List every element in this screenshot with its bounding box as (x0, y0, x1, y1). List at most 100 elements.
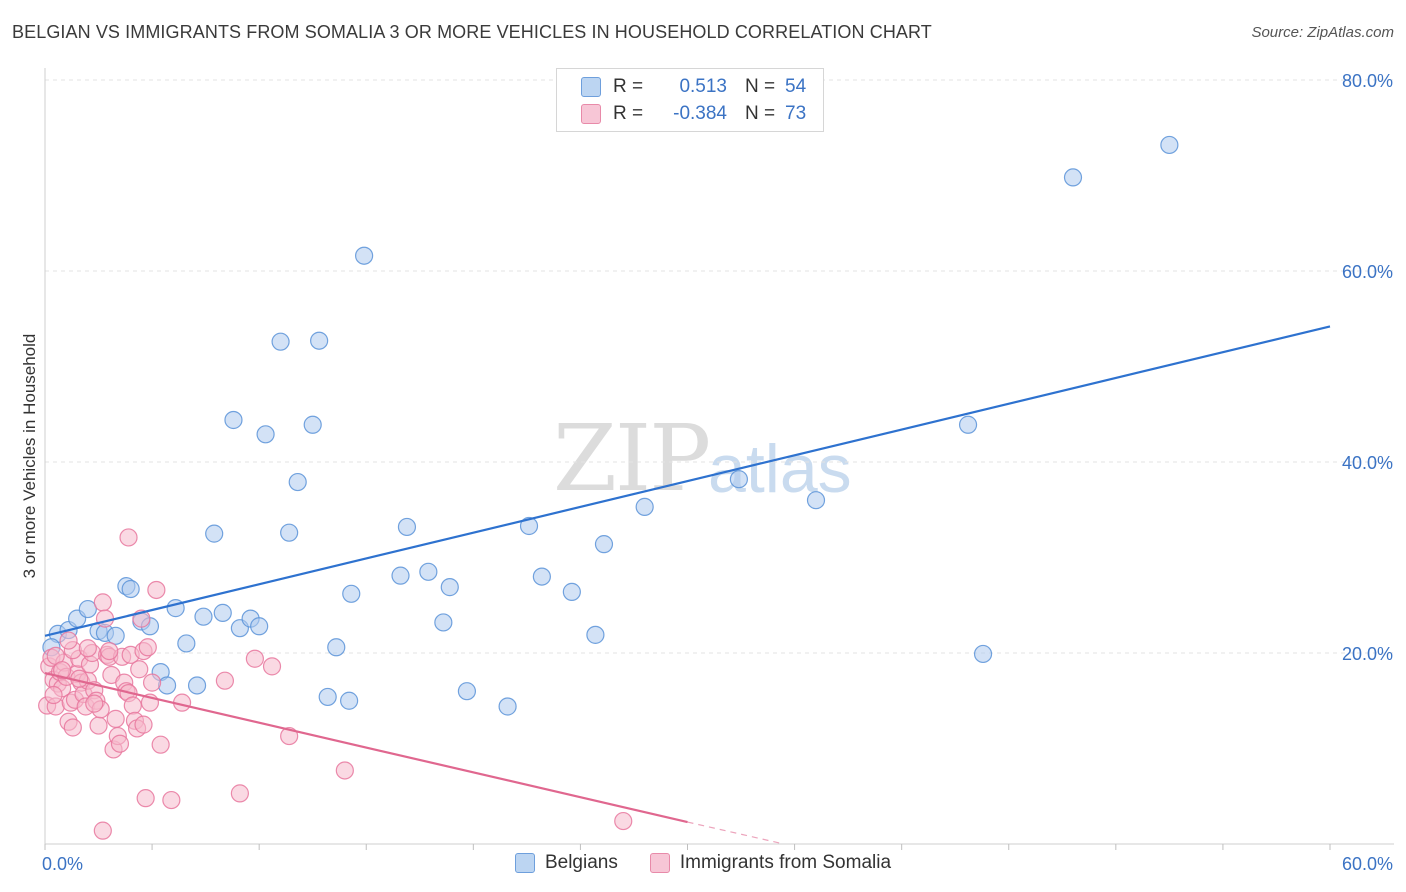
belgians-point (250, 617, 269, 636)
belgians-point (78, 599, 97, 619)
belgians-point (586, 625, 605, 644)
belgians-point (594, 535, 614, 554)
belgians-point (288, 472, 307, 492)
belgians-point (397, 517, 417, 537)
n-value: 54 (785, 76, 807, 97)
somalia-point (44, 685, 63, 705)
somalia-point (110, 734, 130, 753)
belgians-point (194, 607, 213, 626)
belgians-point (519, 516, 539, 536)
belgians-point (391, 566, 410, 585)
x-tick-label: 60.0% (1342, 854, 1393, 874)
n-value: 73 (785, 103, 807, 124)
n-label: N = (745, 76, 776, 97)
somalia-point (85, 694, 104, 713)
source-label: Source: ZipAtlas.com (1251, 24, 1394, 41)
belgians-point (635, 497, 654, 516)
belgians-point (1160, 135, 1179, 155)
belgians-point (310, 331, 329, 350)
belgians-point (958, 415, 978, 434)
legend-item-somalia[interactable]: Immigrants from Somalia (649, 852, 892, 874)
belgians-swatch (581, 77, 601, 97)
belgians-point (280, 523, 299, 542)
belgians-point (318, 687, 337, 707)
belgians-trend-line (44, 325, 1331, 637)
somalia-point (93, 821, 112, 840)
belgians-swatch (514, 853, 535, 873)
x-tick-label: 0.0% (42, 854, 83, 874)
y-tick-label: 80.0% (1342, 71, 1393, 91)
somalia-point (59, 631, 78, 650)
belgians-point (562, 582, 581, 601)
somalia-point (136, 789, 155, 808)
belgians-point (806, 491, 826, 510)
somalia-trend-line (44, 671, 688, 824)
n-label: N = (745, 103, 776, 124)
belgians-point (157, 676, 177, 695)
belgians-point (187, 676, 207, 695)
somalia-point (262, 657, 282, 676)
belgians-point (271, 332, 290, 351)
somalia-point (162, 790, 181, 810)
somalia-swatch (581, 104, 601, 124)
somalia-point (147, 580, 166, 600)
belgians-point (205, 524, 224, 543)
somalia-swatch (649, 853, 670, 873)
correlation-legend: R = 0.513 N = 54 R = -0.384 N = 73 (556, 68, 824, 132)
somalia-point (335, 761, 354, 780)
belgians-point (419, 562, 438, 581)
legend-row-belgians: R = 0.513 N = 54 (581, 74, 806, 100)
legend-label-belgians: Belgians (544, 852, 618, 873)
belgians-point (256, 425, 275, 444)
somalia-point (119, 528, 138, 547)
belgians-point (224, 410, 243, 430)
somalia-point (138, 638, 157, 657)
y-tick-label: 40.0% (1342, 453, 1393, 473)
belgians-point (177, 634, 196, 653)
belgians-point (106, 626, 125, 645)
somalia-point (89, 716, 108, 735)
watermark-atlas: atlas (708, 431, 852, 507)
belgians-point (327, 638, 346, 657)
r-value: 0.513 (679, 76, 727, 97)
somalia-point (106, 709, 125, 728)
somalia-point (134, 715, 153, 734)
somalia-point (93, 593, 112, 612)
somalia-point (130, 660, 149, 679)
somalia-point (53, 661, 72, 680)
belgians-point (498, 697, 517, 716)
belgians-point (342, 584, 361, 603)
somalia-point (614, 811, 633, 831)
somalia-point (123, 696, 142, 715)
belgians-point (340, 691, 359, 710)
somalia-point (100, 641, 119, 661)
belgians-point (440, 578, 459, 597)
somalia-point (280, 726, 299, 746)
r-value: -0.384 (673, 103, 727, 124)
somalia-point (63, 718, 82, 737)
belgians-point (729, 470, 749, 489)
somalia-point (215, 671, 234, 690)
somalia-point (78, 639, 97, 658)
somalia-point (151, 735, 170, 754)
belgians-point (532, 567, 551, 586)
legend-item-belgians[interactable]: Belgians (514, 852, 618, 874)
belgians-point (213, 603, 232, 622)
belgians-point (1063, 168, 1083, 187)
chart-title: BELGIAN VS IMMIGRANTS FROM SOMALIA 3 OR … (12, 22, 932, 42)
belgians-point (973, 644, 993, 664)
y-tick-label: 60.0% (1342, 262, 1393, 282)
somalia-point (95, 609, 115, 628)
r-label: R = (613, 103, 644, 124)
belgians-point (457, 682, 477, 701)
belgians-point (303, 415, 322, 434)
belgians-point (355, 246, 374, 265)
legend-row-somalia: R = -0.384 N = 73 (581, 101, 806, 127)
somalia-point (142, 673, 162, 692)
series-legend: Belgians Immigrants from Somalia (0, 852, 1406, 874)
belgians-point (434, 613, 453, 632)
somalia-point (230, 784, 249, 803)
legend-label-somalia: Immigrants from Somalia (679, 852, 892, 873)
y-tick-label: 20.0% (1342, 644, 1393, 664)
